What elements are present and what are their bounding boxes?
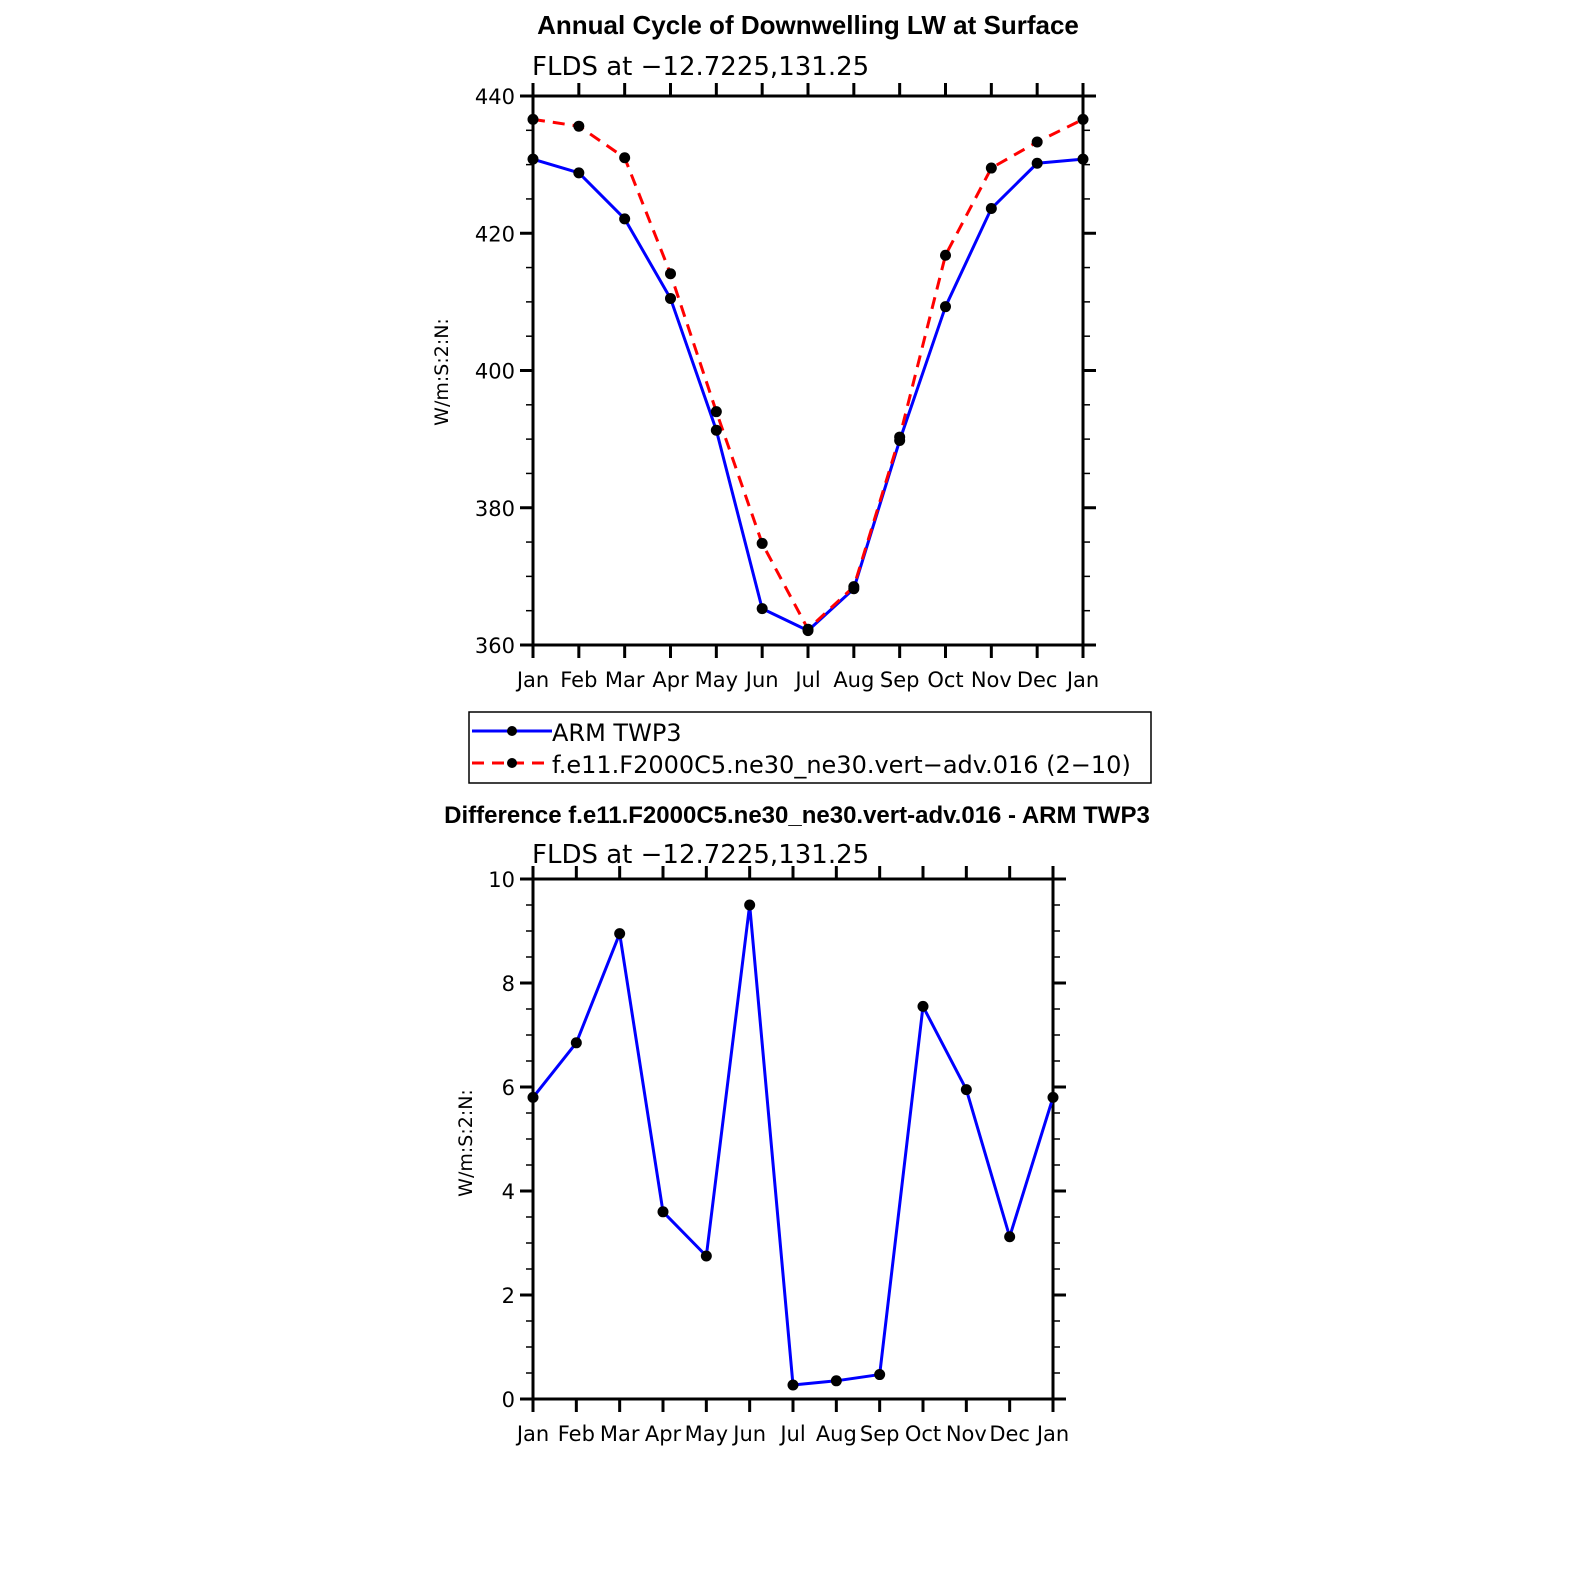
series-point-1 bbox=[940, 249, 951, 261]
x-tick-label: Mar bbox=[600, 1422, 640, 1446]
chart2-ylabel: W/m:S:2:N: bbox=[455, 1089, 477, 1197]
y-tick-label: 420 bbox=[475, 222, 515, 246]
legend-marker-arm bbox=[507, 726, 517, 736]
chart1-plot-area: Jan Feb Mar Apr May Jun Jul Aug Sep Oct Nov Dec Jan3… bbox=[475, 83, 1099, 692]
y-tick-label: 8 bbox=[502, 972, 515, 996]
y-tick-label: 2 bbox=[502, 1284, 515, 1308]
x-tick-label: Aug bbox=[833, 668, 874, 692]
legend-label-model: f.e11.F2000C5.ne30_ne30.vert−adv.016 (2−… bbox=[552, 751, 1131, 779]
series-point-1 bbox=[985, 162, 997, 174]
x-tick-label: Jan bbox=[515, 1422, 549, 1446]
series-line-0 bbox=[531, 903, 1055, 1387]
series-point-0 bbox=[527, 1091, 539, 1103]
y-tick-label: 360 bbox=[475, 634, 515, 658]
legend-item-arm: ARM TWP3 bbox=[472, 719, 682, 747]
series-point-1 bbox=[894, 431, 906, 443]
chart2-subtitle: FLDS at −12.7225,131.25 bbox=[532, 840, 869, 870]
series-point-0 bbox=[527, 153, 539, 165]
x-tick-label: Nov bbox=[971, 668, 1012, 692]
series-point-0 bbox=[830, 1375, 842, 1387]
series-point-0 bbox=[573, 167, 585, 179]
y-tick-label: 10 bbox=[488, 868, 515, 892]
x-tick-label: May bbox=[685, 1422, 728, 1446]
legend-label-arm: ARM TWP3 bbox=[552, 719, 682, 747]
y-tick-label: 440 bbox=[475, 85, 515, 109]
series-point-0 bbox=[1031, 157, 1043, 169]
legend-item-model: f.e11.F2000C5.ne30_ne30.vert−adv.016 (2−… bbox=[472, 751, 1131, 779]
series-point-1 bbox=[848, 581, 860, 593]
x-tick-label: Aug bbox=[816, 1422, 857, 1446]
series-point-1 bbox=[665, 268, 676, 280]
x-tick-label: Jun bbox=[731, 1422, 766, 1446]
series-line-0 bbox=[532, 157, 1084, 633]
series-point-1 bbox=[619, 152, 631, 164]
y-tick-label: 0 bbox=[502, 1388, 515, 1412]
series-point-0 bbox=[710, 424, 722, 436]
y-tick-label: 6 bbox=[502, 1076, 515, 1100]
x-tick-label: Jan bbox=[1035, 1422, 1069, 1446]
series-point-0 bbox=[1004, 1231, 1016, 1243]
chart1-subtitle: FLDS at −12.7225,131.25 bbox=[532, 52, 869, 82]
x-tick-label: Mar bbox=[605, 668, 645, 692]
chart2-plot-area: Jan Feb Mar Apr May Jun Jul Aug Sep Oct Nov Dec Jan0… bbox=[488, 866, 1069, 1446]
series-point-1 bbox=[527, 113, 539, 125]
series-point-0 bbox=[657, 1206, 669, 1218]
series-point-0 bbox=[940, 301, 951, 313]
series-line-1 bbox=[532, 117, 1084, 631]
series-point-1 bbox=[1077, 113, 1089, 125]
series-point-0 bbox=[960, 1084, 972, 1096]
series-point-1 bbox=[756, 537, 768, 549]
series-point-0 bbox=[619, 213, 631, 225]
legend-box bbox=[468, 711, 1152, 784]
y-tick-label: 400 bbox=[475, 360, 515, 384]
series-point-0 bbox=[665, 292, 676, 304]
x-tick-label: Dec bbox=[1017, 668, 1058, 692]
chart1-ylabel: W/m:S:2:N: bbox=[431, 318, 453, 426]
y-tick-label: 4 bbox=[502, 1180, 515, 1204]
x-tick-label: Feb bbox=[558, 1422, 595, 1446]
series-point-0 bbox=[874, 1369, 886, 1381]
series-point-0 bbox=[1077, 153, 1089, 165]
x-tick-label: Jun bbox=[744, 668, 779, 692]
chart1-title: Annual Cycle of Downwelling LW at Surfac… bbox=[537, 10, 1079, 40]
x-tick-label: Sep bbox=[880, 668, 920, 692]
x-tick-label: Apr bbox=[645, 1422, 682, 1446]
series-point-0 bbox=[570, 1037, 582, 1049]
x-tick-label: Dec bbox=[989, 1422, 1030, 1446]
series-point-1 bbox=[710, 406, 722, 418]
x-tick-label: Jul bbox=[778, 1422, 805, 1446]
x-tick-label: Apr bbox=[652, 668, 689, 692]
x-tick-label: Oct bbox=[905, 1422, 941, 1446]
legend-marker-model bbox=[507, 758, 517, 768]
series-point-0 bbox=[614, 928, 626, 940]
series-point-1 bbox=[1031, 136, 1043, 148]
x-tick-label: Feb bbox=[560, 668, 597, 692]
chart1-legend: ARM TWP3 f.e11.F2000C5.ne30_ne30.vert−ad… bbox=[468, 711, 1152, 784]
series-point-1 bbox=[802, 623, 814, 635]
chart2-title: Difference f.e11.F2000C5.ne30_ne30.vert-… bbox=[444, 802, 1150, 829]
y-tick-label: 380 bbox=[475, 497, 515, 521]
x-tick-label: Jan bbox=[515, 668, 549, 692]
x-tick-label: Sep bbox=[860, 1422, 900, 1446]
x-tick-label: May bbox=[695, 668, 738, 692]
series-point-0 bbox=[917, 1000, 929, 1012]
series-point-0 bbox=[700, 1250, 712, 1262]
series-point-0 bbox=[1047, 1091, 1059, 1103]
series-point-1 bbox=[573, 120, 585, 132]
x-tick-label: Nov bbox=[946, 1422, 987, 1446]
x-tick-label: Oct bbox=[927, 668, 963, 692]
series-point-0 bbox=[756, 603, 768, 615]
x-tick-label: Jul bbox=[793, 668, 820, 692]
series-point-0 bbox=[985, 203, 997, 215]
series-point-0 bbox=[787, 1379, 799, 1391]
plot-frame bbox=[531, 94, 1085, 647]
x-tick-label: Jan bbox=[1065, 668, 1099, 692]
series-point-0 bbox=[744, 899, 756, 911]
